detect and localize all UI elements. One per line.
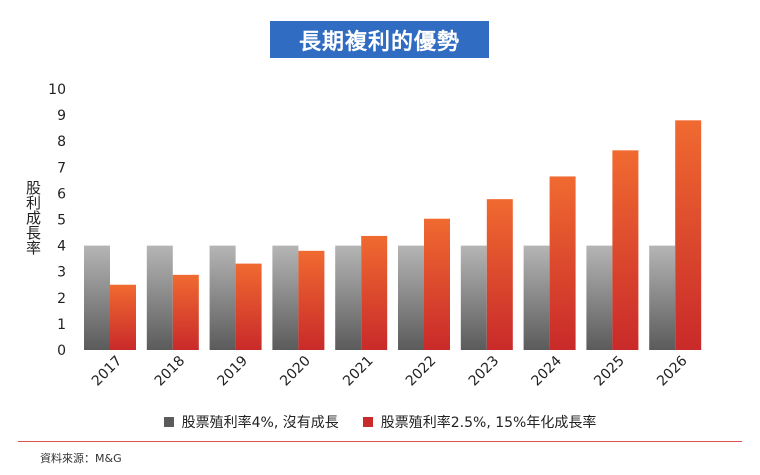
bar-no-growth-2021: [335, 245, 362, 350]
x-tick-label: 2026: [654, 353, 691, 390]
bar-growth-2017: [110, 284, 136, 350]
y-tick-label: 3: [57, 265, 66, 281]
y-tick-label: 0: [57, 343, 66, 359]
x-tick-label: 2025: [591, 353, 628, 390]
legend-label-growth: 股票殖利率2.5%, 15%年化成長率: [380, 415, 597, 431]
bar-growth-2020: [298, 250, 325, 350]
legend-item-growth: 股票殖利率2.5%, 15%年化成長率: [362, 412, 597, 432]
bar-growth-2023: [486, 199, 513, 350]
x-tick-label: 2023: [466, 353, 503, 390]
bar-no-growth-2020: [272, 245, 299, 350]
bar-growth-2021: [361, 235, 388, 350]
bar-no-growth-2026: [649, 245, 676, 350]
bar-no-growth-2022: [398, 245, 424, 350]
legend-item-no-growth: 股票殖利率4%, 沒有成長: [163, 412, 339, 432]
x-tick-label: 2020: [277, 353, 314, 390]
bar-no-growth-2025: [586, 245, 613, 350]
footer-divider: [18, 441, 742, 442]
bar-growth-2019: [235, 263, 262, 350]
x-tick-label: 2024: [529, 353, 566, 390]
legend-label-no-growth: 股票殖利率4%, 沒有成長: [181, 415, 339, 431]
y-tick-label: 9: [57, 108, 66, 124]
bar-no-growth-2018: [146, 245, 173, 350]
source-note: 資料來源：M&G: [40, 452, 122, 465]
chart-title: 長期複利的優勢: [270, 21, 489, 58]
y-tick-label: 7: [57, 160, 66, 176]
legend: 股票殖利率4%, 沒有成長 股票殖利率2.5%, 15%年化成長率: [0, 412, 760, 432]
bar-chart: 0 1 2 3 4 5 6 7 8 9 10 2017 2018 2019 2020 2021 2022 202…: [48, 82, 702, 390]
y-tick-label: 1: [57, 317, 66, 333]
y-tick-label: 5: [57, 213, 66, 229]
x-tick-label: 2022: [403, 353, 440, 390]
x-tick-label: 2017: [89, 353, 126, 390]
y-tick-label: 6: [57, 186, 66, 202]
x-tick-label: 2018: [152, 353, 189, 390]
y-tick-label: 4: [57, 239, 66, 255]
legend-swatch-red: [362, 417, 373, 427]
bar-no-growth-2024: [523, 245, 550, 350]
bar-no-growth-2017: [84, 245, 110, 350]
y-axis-label: 股利成長率: [24, 180, 42, 255]
bar-no-growth-2019: [209, 245, 236, 350]
x-tick-label: 2019: [215, 353, 252, 390]
y-tick-label: 10: [48, 82, 66, 98]
bar-no-growth-2023: [460, 245, 487, 350]
bar-growth-2026: [675, 120, 702, 350]
legend-swatch-gray: [163, 417, 174, 427]
y-tick-label: 8: [57, 134, 66, 150]
bar-growth-2018: [172, 274, 199, 350]
y-tick-label: 2: [57, 291, 66, 307]
bar-growth-2022: [424, 218, 450, 350]
bar-growth-2025: [612, 150, 639, 350]
bar-growth-2024: [549, 176, 576, 350]
x-tick-label: 2021: [340, 353, 377, 390]
